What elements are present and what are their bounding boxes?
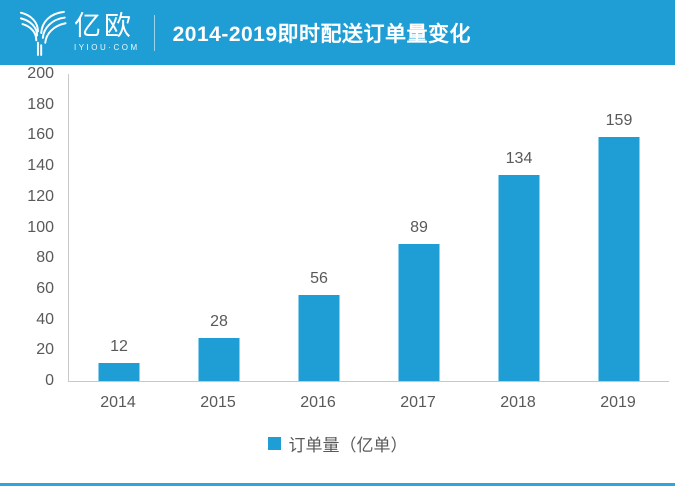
value-label: 134 <box>505 150 533 168</box>
yiou-logo-icon <box>16 7 68 59</box>
bar-column: 134 <box>469 74 569 381</box>
bar <box>98 362 140 381</box>
header-banner: 亿欧 IYIOU·COM 2014-2019即时配送订单量变化 <box>0 0 675 65</box>
x-axis-tick-label: 2017 <box>400 394 436 411</box>
bar-column: 12 <box>69 74 169 381</box>
value-label: 159 <box>605 111 633 129</box>
x-axis-tick-label: 2016 <box>300 394 336 411</box>
y-axis-tick-label: 80 <box>36 249 54 267</box>
value-label: 89 <box>410 219 428 237</box>
logo-subtext: IYIOU·COM <box>74 43 140 52</box>
x-axis-labels: 2014 2015 2016 2017 2018 2019 <box>68 394 668 416</box>
legend: 订单量（亿单） <box>0 432 675 455</box>
x-axis-tick-label: 2018 <box>500 394 536 411</box>
header-divider <box>153 14 155 51</box>
x-axis-tick-label: 2019 <box>600 394 636 411</box>
bar <box>198 338 240 381</box>
value-label: 12 <box>110 337 128 355</box>
yiou-logo: 亿欧 IYIOU·COM <box>16 7 140 59</box>
y-axis-tick-label: 120 <box>27 187 54 205</box>
logo-text: 亿欧 <box>74 11 134 41</box>
chart-area: 200 180 160 140 120 100 80 60 40 20 0 12 28 56 89 134 1… <box>0 65 675 465</box>
y-axis-tick-label: 180 <box>27 95 54 113</box>
bar <box>498 175 540 381</box>
bar-column: 159 <box>569 74 669 381</box>
y-axis-tick-label: 100 <box>27 218 54 236</box>
y-axis-tick-label: 0 <box>45 372 54 389</box>
value-label: 28 <box>210 313 228 331</box>
bar <box>598 136 640 381</box>
bar <box>298 295 340 381</box>
y-axis-tick-label: 160 <box>27 126 54 144</box>
value-label: 56 <box>310 270 328 288</box>
y-axis-tick-label: 20 <box>36 341 54 359</box>
y-axis-tick-label: 40 <box>36 310 54 328</box>
y-axis-labels: 200 180 160 140 120 100 80 60 40 20 0 <box>0 65 60 395</box>
x-axis-tick-label: 2014 <box>100 394 136 411</box>
y-axis-tick-label: 60 <box>36 279 54 297</box>
bar <box>398 244 440 381</box>
legend-swatch <box>267 436 281 450</box>
y-axis-tick-label: 140 <box>27 157 54 175</box>
legend-label: 订单量（亿单） <box>288 435 408 455</box>
x-axis-tick-label: 2015 <box>200 394 236 411</box>
bar-column: 89 <box>369 74 469 381</box>
y-axis-tick-label: 200 <box>27 65 54 82</box>
bar-column: 56 <box>269 74 369 381</box>
bar-column: 28 <box>169 74 269 381</box>
plot-area: 12 28 56 89 134 159 <box>68 74 669 382</box>
yiou-logo-textblock: 亿欧 IYIOU·COM <box>74 13 140 52</box>
bottom-rule <box>0 483 675 486</box>
chart-title: 2014-2019即时配送订单量变化 <box>172 22 472 46</box>
